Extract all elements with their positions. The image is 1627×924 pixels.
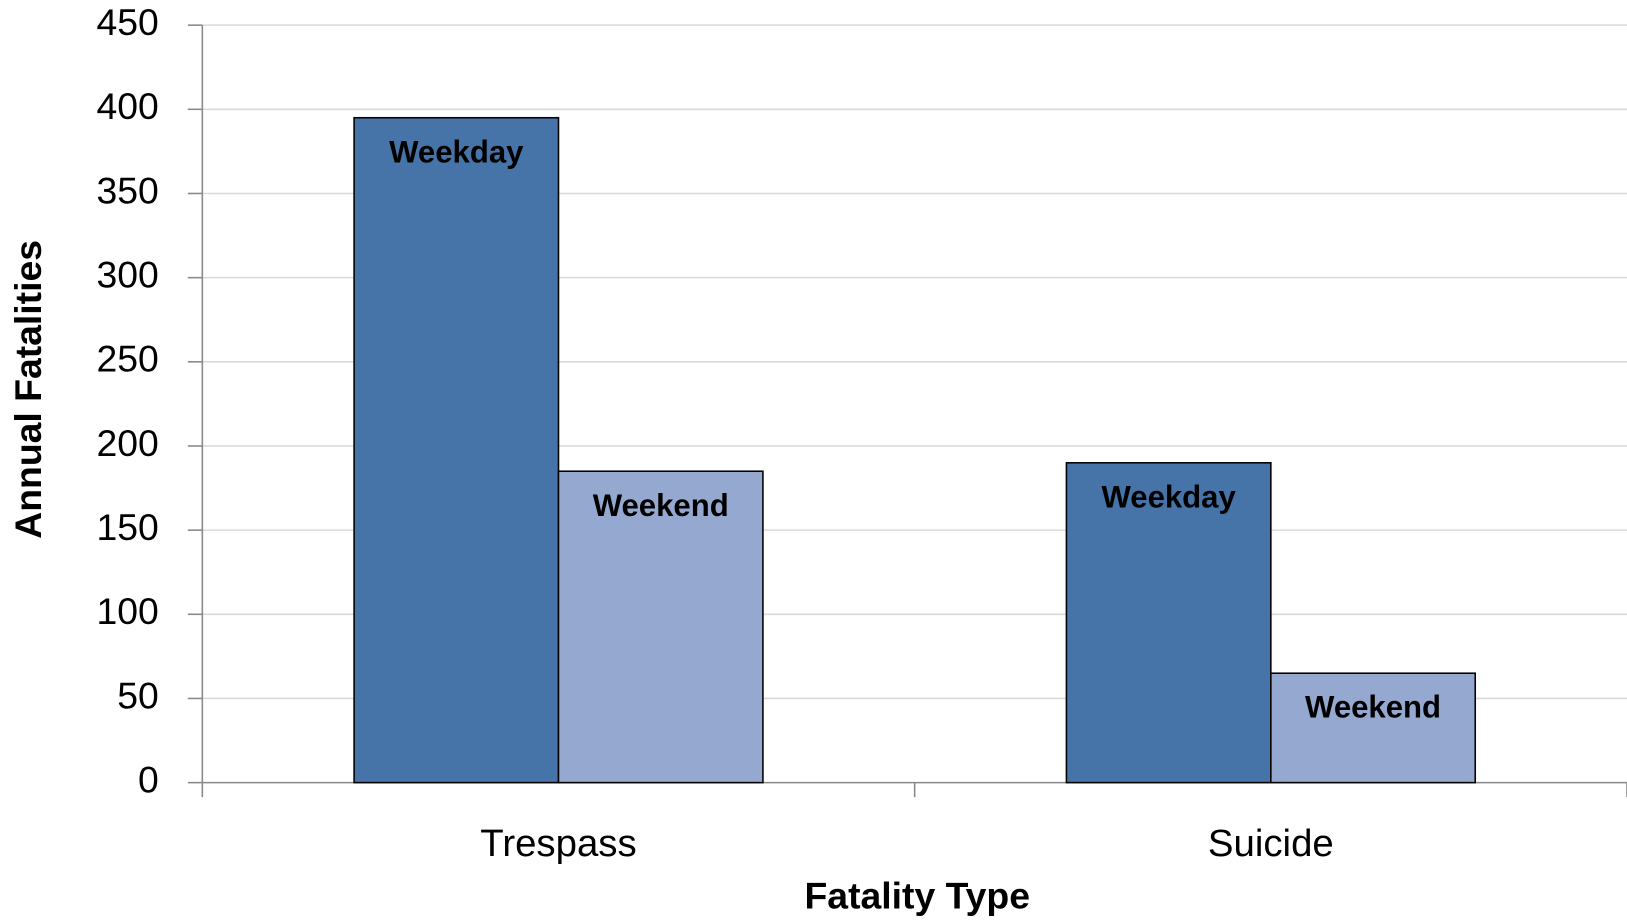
y-tick-label: 0 — [138, 758, 159, 800]
y-axis-title: Annual Fatalities — [7, 240, 49, 539]
y-tick-label: 200 — [96, 422, 158, 464]
x-tick-label: Trespass — [480, 822, 636, 865]
data-label: Weekend — [593, 488, 729, 523]
bar — [557, 470, 764, 784]
bar — [1065, 462, 1272, 784]
y-tick-label: 400 — [96, 85, 158, 127]
y-tick-label: 50 — [117, 674, 159, 716]
y-tick-label: 450 — [96, 1, 158, 43]
data-label: Weekday — [389, 134, 524, 169]
bar — [1270, 672, 1477, 784]
y-tick-label: 250 — [96, 338, 158, 380]
x-axis-title: Fatality Type — [805, 875, 1031, 917]
x-tick-label: Suicide — [1208, 822, 1334, 865]
y-tick-label: 300 — [96, 254, 158, 296]
y-tick-label: 150 — [96, 506, 158, 548]
y-tick-label: 100 — [96, 590, 158, 632]
data-label: Weekend — [1305, 690, 1441, 725]
y-tick-label: 350 — [96, 169, 158, 211]
bar — [353, 116, 560, 784]
data-label: Weekday — [1101, 479, 1236, 514]
